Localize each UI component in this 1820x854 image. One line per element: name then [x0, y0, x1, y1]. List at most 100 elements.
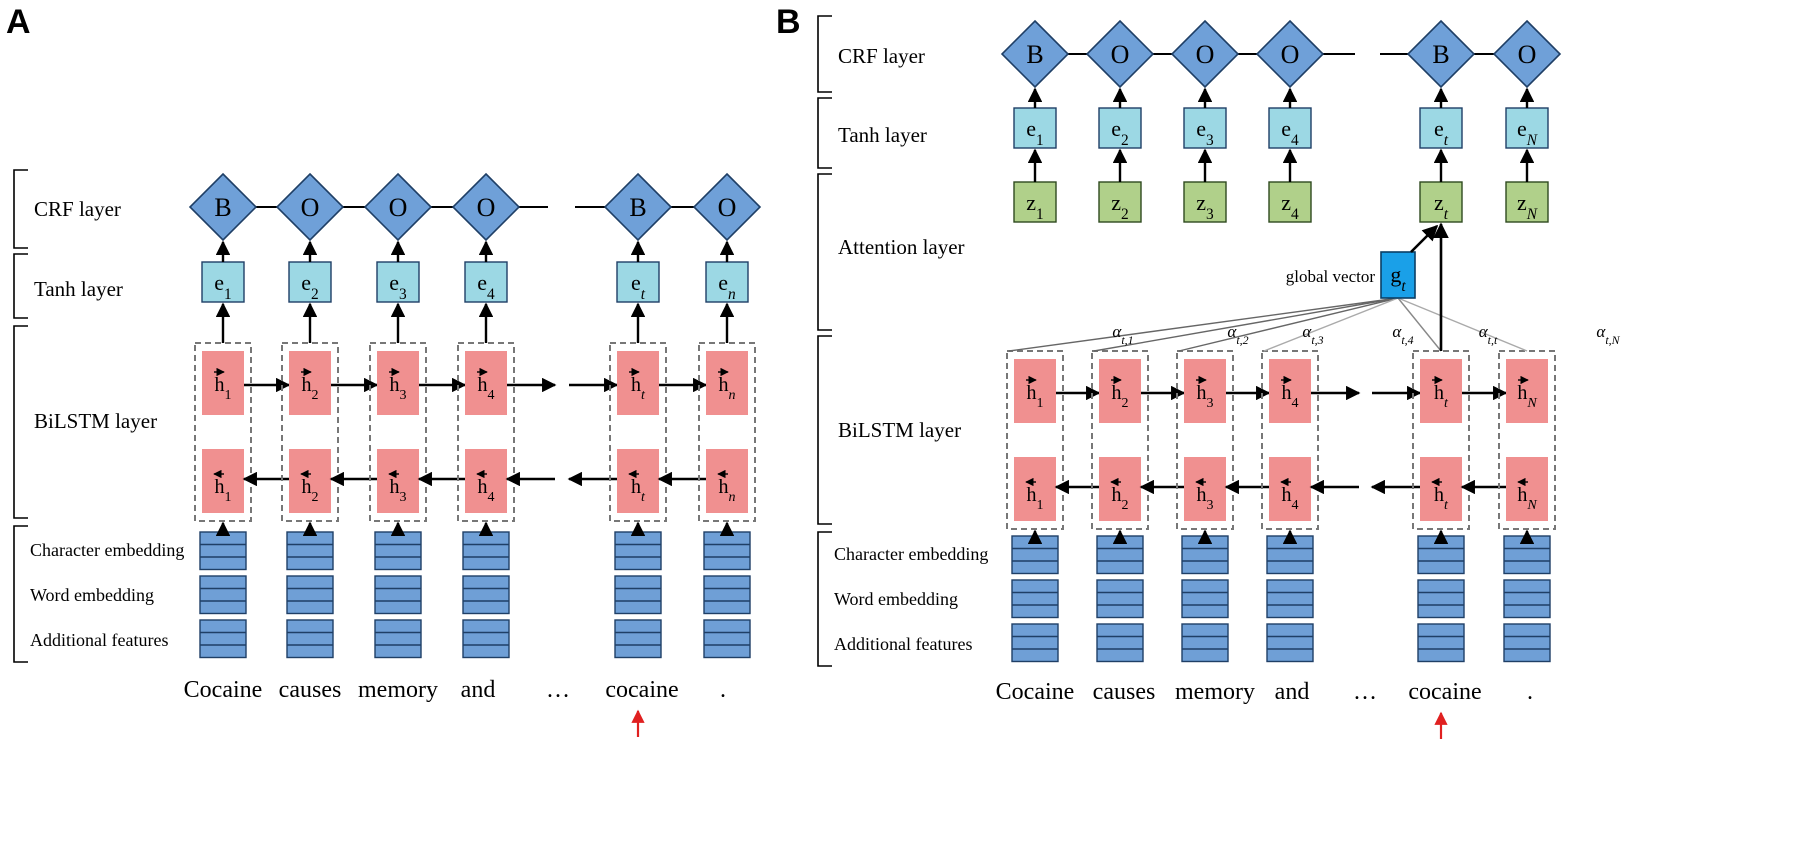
forward-hidden-box: [202, 351, 244, 415]
tanh-label-text: et: [631, 270, 646, 303]
forward-hidden-label: h2: [301, 367, 319, 403]
embedding-block: [1503, 623, 1551, 663]
backward-hidden-label: h1: [1025, 477, 1044, 513]
layer-label-bilstm: BiLSTM layer: [34, 409, 157, 433]
tanh-label: e1: [214, 270, 231, 303]
tanh-label-text: e2: [1111, 116, 1128, 149]
attention-weight-line: [1397, 297, 1528, 352]
attention-box: [1268, 181, 1312, 223]
tanh-box: [1419, 107, 1463, 149]
input-word: …: [1353, 679, 1377, 705]
layer-bracket: [817, 97, 832, 169]
input-word: memory: [358, 677, 438, 703]
embedding-block: [1011, 535, 1059, 575]
global-vector-label-text: gt: [1390, 262, 1406, 295]
crf-tag-label: O: [1111, 40, 1130, 69]
global-vector-box: [1380, 251, 1416, 299]
input-word: Cocaine: [996, 679, 1075, 705]
crf-tag-diamond: [1492, 19, 1562, 89]
layer-bracket: [13, 325, 28, 519]
attention-weight-line: [1263, 297, 1399, 352]
tanh-label: e2: [1111, 116, 1128, 149]
backward-hidden-label: ht: [1431, 477, 1449, 513]
backward-hidden-label-text: h1: [1027, 484, 1044, 513]
global-vector-caption: global vector: [1286, 267, 1376, 286]
backward-hidden-label: hN: [1517, 477, 1537, 513]
tanh-label: et: [1434, 116, 1449, 149]
embedding-block: [1417, 579, 1465, 619]
tanh-label-text: e1: [1026, 116, 1043, 149]
input-word: and: [1275, 679, 1310, 705]
forward-hidden-box: [377, 351, 419, 415]
embedding-stack: [1417, 535, 1465, 663]
input-word: …: [546, 677, 570, 703]
tanh-label: e2: [301, 270, 318, 303]
tanh-label-text: eN: [1517, 116, 1538, 149]
tanh-box: [1505, 107, 1549, 149]
embedding-block: [1266, 623, 1314, 663]
embedding-block: [1096, 623, 1144, 663]
embedding-stack: [462, 531, 510, 659]
attention-weight-line: [1178, 297, 1399, 352]
forward-hidden-box: [706, 351, 748, 415]
attention-label-text: z1: [1026, 190, 1043, 223]
forward-hidden-box: [289, 351, 331, 415]
attention-label: z3: [1196, 190, 1214, 223]
forward-hidden-label: h4: [477, 367, 495, 403]
crf-tag-label: O: [1196, 40, 1215, 69]
attention-label: zt: [1434, 190, 1449, 223]
attention-weight-label: αt,N: [1596, 322, 1620, 347]
attention-label-text: z4: [1281, 190, 1299, 223]
embedding-block: [199, 575, 247, 615]
backward-hidden-box: [1099, 457, 1141, 521]
forward-hidden-box: [1420, 359, 1462, 423]
embedding-block: [703, 575, 751, 615]
embedding-block: [1266, 535, 1314, 575]
embedding-block: [703, 531, 751, 571]
embedding-label: Additional features: [30, 630, 168, 650]
embedding-block: [1096, 579, 1144, 619]
layer-bracket: [817, 335, 832, 525]
crf-tag-diamond: [603, 172, 673, 242]
forward-hidden-label: h4: [1281, 375, 1299, 411]
forward-hidden-box: [1014, 359, 1056, 423]
forward-hidden-box: [1099, 359, 1141, 423]
bilstm-cell-group: [457, 342, 515, 522]
crf-tag-label: O: [1281, 40, 1300, 69]
input-word: cocaine: [1408, 679, 1481, 705]
backward-hidden-label-text: h1: [215, 476, 232, 505]
embedding-block: [1503, 535, 1551, 575]
crf-tag-label: B: [1026, 40, 1043, 69]
bilstm-cell-group: [281, 342, 339, 522]
tanh-box: [705, 261, 749, 303]
embedding-stack: [614, 531, 662, 659]
layer-bracket: [13, 253, 28, 319]
layer-label-bilstm: BiLSTM layer: [838, 418, 961, 442]
crf-tag-label: B: [214, 193, 231, 222]
backward-hidden-label-text: h3: [390, 476, 407, 505]
backward-hidden-label: h4: [476, 469, 495, 505]
crf-tag-label: O: [718, 193, 737, 222]
attention-weight-label: αt,3: [1302, 322, 1323, 347]
crf-tag-label: O: [477, 193, 496, 222]
tanh-box: [288, 261, 332, 303]
forward-hidden-label: ht: [1432, 375, 1449, 411]
backward-hidden-box: [617, 449, 659, 513]
attention-weight-line: [1008, 297, 1399, 352]
embedding-stack: [286, 531, 334, 659]
embedding-block: [286, 619, 334, 659]
crf-tag-diamond: [363, 172, 433, 242]
embedding-block: [703, 619, 751, 659]
embedding-block: [1096, 535, 1144, 575]
forward-hidden-label: ht: [629, 367, 646, 403]
crf-tag-label: O: [1518, 40, 1537, 69]
embedding-stack: [1096, 535, 1144, 663]
backward-hidden-box: [289, 449, 331, 513]
embedding-block: [462, 619, 510, 659]
forward-hidden-label-text: h1: [215, 374, 232, 403]
forward-hidden-label: h3: [1196, 375, 1214, 411]
backward-hidden-box: [1184, 457, 1226, 521]
attention-label: zN: [1517, 190, 1538, 223]
layer-label-crf: CRF layer: [838, 44, 925, 68]
